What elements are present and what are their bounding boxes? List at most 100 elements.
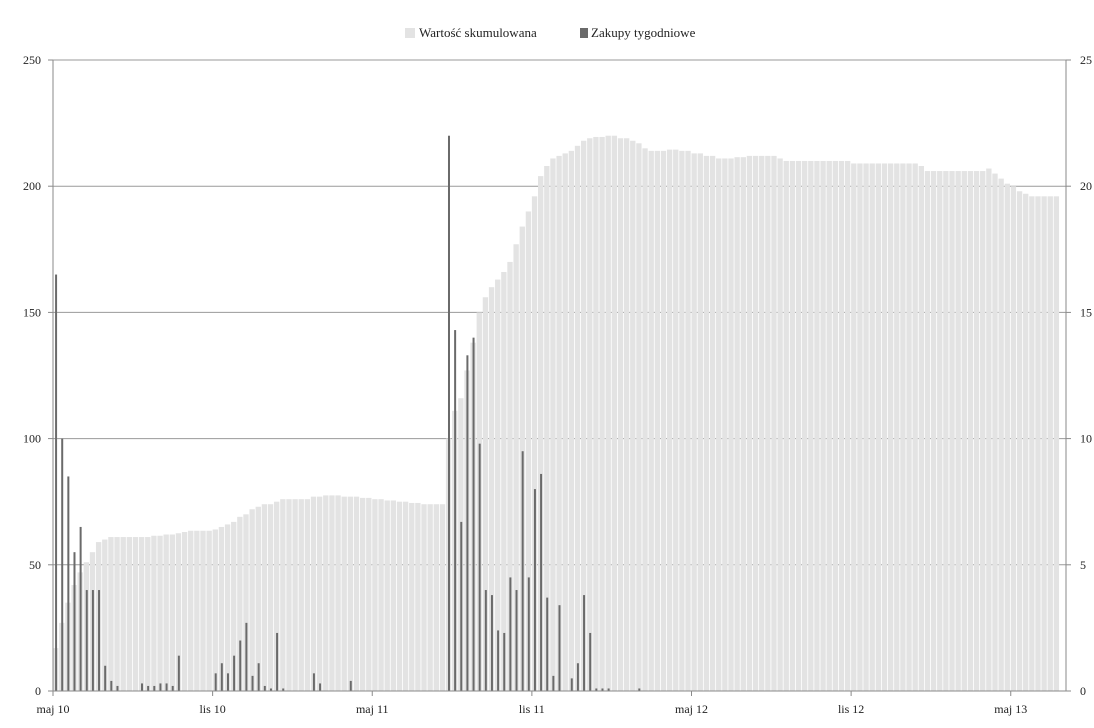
cumulative-bar <box>341 496 347 691</box>
cumulative-bar <box>765 155 771 692</box>
weekly-bar <box>116 685 119 691</box>
cumulative-bar <box>163 534 169 691</box>
weekly-bar <box>570 678 573 691</box>
cumulative-bar <box>120 537 126 691</box>
cumulative-bar <box>329 495 335 691</box>
cumulative-bar <box>673 149 679 692</box>
weekly-bar <box>104 665 107 691</box>
cumulative-bar <box>353 496 360 691</box>
cumulative-bar <box>415 502 421 691</box>
cumulative-bar <box>611 135 618 692</box>
cumulative-bar <box>310 496 317 691</box>
weekly-bar <box>552 675 555 691</box>
weekly-bar <box>245 622 248 691</box>
cumulative-bar <box>384 500 390 691</box>
y-axis-right-tick-label: 25 <box>1080 53 1092 67</box>
cumulative-bar <box>169 534 175 691</box>
cumulative-bar <box>132 537 139 691</box>
weekly-bar <box>214 673 217 691</box>
cumulative-bar <box>1004 183 1010 691</box>
legend-swatch-cumulative <box>405 28 415 38</box>
weekly-bar <box>472 337 475 691</box>
cumulative-bar <box>857 163 863 691</box>
cumulative-bar <box>574 145 581 692</box>
cumulative-bar <box>1029 196 1035 691</box>
cumulative-bar <box>716 158 722 691</box>
weekly-bar <box>546 597 549 691</box>
legend-label-weekly: Zakupy tygodniowe <box>591 25 696 40</box>
cumulative-bar <box>181 531 188 691</box>
weekly-bar <box>312 673 315 691</box>
x-axis-tick-label: lis 12 <box>838 702 864 716</box>
weekly-bar <box>79 526 82 691</box>
x-axis-tick-label: maj 10 <box>37 702 70 716</box>
weekly-bar <box>484 590 487 691</box>
cumulative-bar <box>562 153 568 691</box>
weekly-bar <box>533 489 536 691</box>
weekly-bar <box>165 683 168 691</box>
cumulative-bar <box>722 158 728 691</box>
cumulative-bar <box>930 171 937 691</box>
cumulative-bar <box>709 155 716 692</box>
cumulative-bar <box>286 499 292 691</box>
cumulative-bar <box>433 504 439 691</box>
cumulative-bar <box>881 163 888 691</box>
cumulative-bar <box>820 160 826 691</box>
cumulative-bar <box>427 504 433 691</box>
weekly-bar <box>171 685 174 691</box>
weekly-bar <box>98 590 101 691</box>
cumulative-bar <box>808 160 814 691</box>
cumulative-bar <box>175 533 182 691</box>
weekly-bar <box>282 688 285 691</box>
cumulative-bar <box>157 535 163 691</box>
x-axis-tick-label: lis 11 <box>519 702 545 716</box>
cumulative-bar <box>390 500 397 691</box>
cumulative-bar <box>550 158 556 691</box>
cumulative-bar <box>439 504 446 691</box>
cumulative-bar <box>488 287 495 691</box>
cumulative-bar <box>844 160 851 691</box>
cumulative-bar <box>992 173 998 691</box>
cumulative-bar <box>875 163 882 691</box>
cumulative-bar <box>654 150 660 691</box>
weekly-bar <box>638 688 641 691</box>
cumulative-bar <box>1010 186 1017 691</box>
legend-label-cumulative: Wartość skumulowana <box>419 25 537 40</box>
x-axis-tick-label: maj 13 <box>994 702 1027 716</box>
cumulative-bar <box>316 496 323 691</box>
cumulative-bar <box>967 171 974 691</box>
weekly-bar <box>576 663 579 691</box>
cumulative-bar <box>1023 193 1029 691</box>
weekly-bar <box>515 590 518 691</box>
weekly-bar <box>466 355 469 691</box>
weekly-bar <box>319 683 322 691</box>
cumulative-bar <box>802 160 808 691</box>
legend: Wartość skumulowana Zakupy tygodniowe <box>405 25 696 40</box>
cumulative-bar <box>323 495 329 691</box>
cumulative-bar <box>507 261 513 691</box>
cumulative-bar <box>900 163 906 691</box>
cumulative-bar <box>826 160 832 691</box>
y-axis-right-tick-label: 0 <box>1080 684 1086 698</box>
cumulative-bar <box>636 143 642 692</box>
weekly-bar <box>490 595 493 691</box>
cumulative-bar <box>906 163 912 691</box>
cumulative-bar <box>372 499 378 691</box>
weekly-bar <box>478 443 481 691</box>
cumulative-bar <box>212 529 218 691</box>
cumulative-bar <box>243 514 249 691</box>
cumulative-bar <box>556 155 562 692</box>
y-axis-right-tick-label: 20 <box>1080 179 1092 193</box>
weekly-bar <box>263 685 266 691</box>
cumulative-bar <box>869 163 875 691</box>
weekly-bar <box>251 675 254 691</box>
weekly-bar <box>454 330 457 691</box>
cumulative-bar <box>955 171 961 691</box>
cumulative-bar <box>789 160 796 691</box>
y-axis-right-labels: 0 5 10 15 20 25 <box>1080 53 1092 698</box>
cumulative-bar <box>501 272 507 691</box>
weekly-bar <box>583 595 586 691</box>
cumulative-bar <box>531 196 538 691</box>
cumulative-bar <box>783 160 789 691</box>
